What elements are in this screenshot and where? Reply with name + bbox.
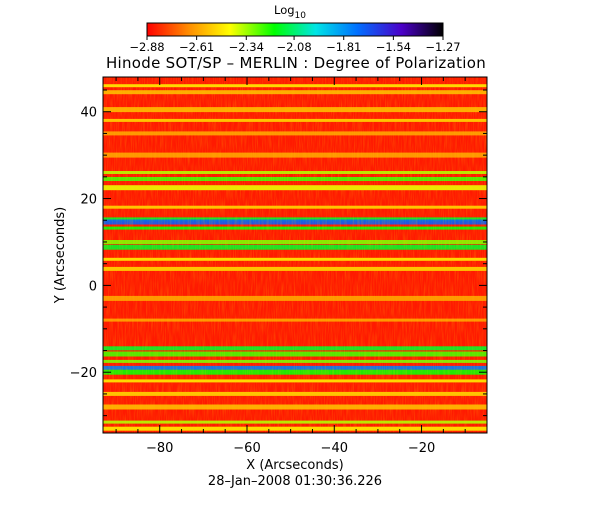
timestamp: 28–Jan–2008 01:30:36.226	[208, 474, 382, 489]
plot-frame	[102, 76, 488, 434]
colorbar-ticks: −2.88 −2.61 −2.34 −2.08 −1.81 −1.54 −1.27	[129, 36, 461, 54]
colorbar-tick-label: −1.54	[376, 40, 411, 54]
x-tick-label: −60	[233, 441, 260, 456]
chart-title: Hinode SOT/SP – MERLIN : Degree of Polar…	[106, 54, 486, 72]
y-axis-label: Y (Arcseconds)	[53, 207, 68, 304]
y-axis: −20 0 20 40	[70, 89, 487, 417]
x-tick-label: −40	[321, 441, 348, 456]
y-tick-label: 40	[80, 106, 97, 121]
colorbar-tick-label: −2.34	[229, 40, 264, 54]
y-tick-label: −20	[70, 366, 97, 381]
y-tick-label: 0	[89, 279, 97, 294]
colorbar-gradient	[146, 22, 444, 37]
colorbar-tick-label: −2.88	[129, 40, 164, 54]
colorbar-label: Log10	[274, 3, 306, 21]
plot-area	[103, 77, 487, 433]
x-axis-label: X (Arcseconds)	[246, 458, 343, 473]
plot-texture	[103, 77, 487, 433]
colorbar-tick-label: −1.27	[425, 40, 460, 54]
colorbar: Log10 −2.88 −2.61 −2.34 −2.08 −1.81 −1.54 −1.2…	[129, 3, 460, 54]
colorbar-label-sub: 10	[295, 11, 307, 21]
colorbar-label-main: Log	[274, 3, 295, 17]
colorbar-tick-label: −2.08	[276, 40, 311, 54]
x-tick-label: −20	[408, 441, 435, 456]
x-axis: −80 −60 −40 −20	[115, 77, 466, 456]
colorbar-tick-label: −1.81	[326, 40, 361, 54]
colorbar-tick-label: −2.61	[179, 40, 214, 54]
y-tick-label: 20	[80, 193, 97, 208]
x-tick-label: −80	[146, 441, 173, 456]
